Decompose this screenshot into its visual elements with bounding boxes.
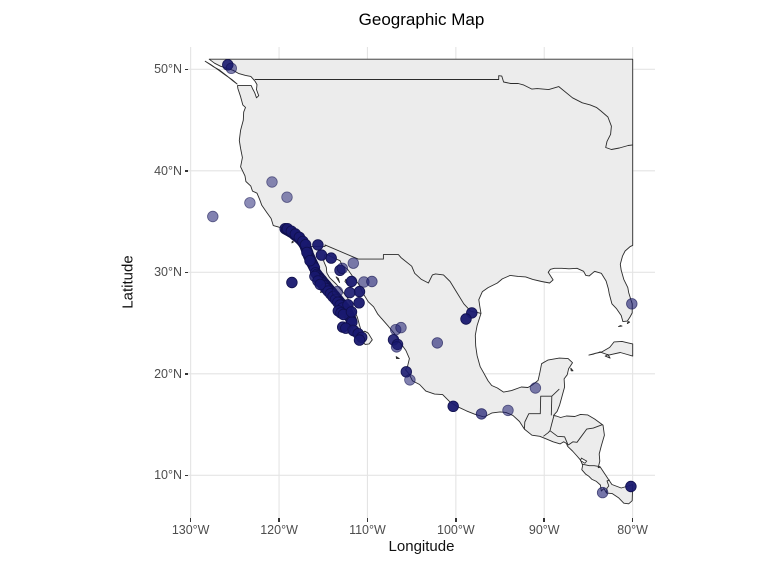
country-border — [551, 388, 560, 397]
country-border — [582, 463, 601, 468]
data-point — [390, 341, 403, 353]
x-tick-label: 80°W — [617, 523, 648, 537]
map-island — [626, 321, 631, 325]
map-island — [291, 240, 295, 244]
x-tick-mark — [631, 518, 634, 522]
data-point — [625, 480, 637, 493]
chart-title: Geographic Map — [358, 10, 485, 29]
data-point — [460, 313, 472, 325]
data-point — [395, 321, 407, 334]
y-tick-label: 50°N — [154, 62, 182, 77]
map-island — [395, 356, 400, 360]
map-island — [335, 276, 341, 283]
data-point — [347, 257, 360, 269]
country-border — [549, 415, 555, 431]
x-tick-label: 130°W — [171, 523, 210, 537]
x-tick-mark — [366, 518, 369, 522]
data-point — [366, 275, 378, 288]
y-tick-mark — [184, 68, 188, 71]
data-point — [353, 334, 366, 346]
country-border — [549, 430, 569, 446]
x-axis-title: Longitude — [388, 538, 455, 555]
y-tick-label: 10°N — [154, 468, 182, 483]
x-tick-label: 90°W — [528, 523, 560, 537]
country-border — [550, 396, 553, 416]
y-tick-label: 40°N — [154, 163, 182, 178]
data-point — [266, 176, 278, 188]
y-tick-label: 20°N — [154, 366, 182, 381]
data-point — [244, 197, 256, 209]
data-point — [312, 239, 324, 251]
data-point — [207, 210, 219, 223]
data-point — [325, 252, 337, 264]
data-point — [475, 408, 488, 420]
data-point — [626, 298, 638, 310]
y-tick-mark — [184, 474, 188, 477]
data-point — [304, 254, 316, 267]
data-point — [502, 404, 514, 417]
data-point — [529, 382, 542, 394]
y-tick-mark — [184, 373, 188, 375]
country-border — [304, 244, 482, 314]
data-point — [286, 276, 298, 289]
y-axis-title: Latitude — [119, 255, 137, 309]
country-border — [567, 424, 603, 446]
map-vancouver-island — [204, 60, 238, 85]
data-point — [596, 486, 609, 499]
y-tick-mark — [184, 170, 188, 172]
data-point — [353, 285, 366, 298]
plot-panel — [188, 47, 655, 518]
data-point — [331, 285, 344, 298]
y-tick-label: 30°N — [154, 265, 182, 280]
x-tick-mark — [543, 518, 546, 522]
data-point — [314, 278, 326, 291]
data-point — [404, 374, 416, 386]
data-point — [345, 275, 358, 288]
map-cuba — [588, 340, 634, 357]
data-point — [353, 297, 365, 309]
map-island — [604, 354, 611, 359]
x-tick-label: 100°W — [437, 523, 475, 537]
data-point — [315, 249, 328, 261]
y-tick-mark — [184, 271, 188, 274]
data-point — [281, 191, 293, 203]
data-point — [225, 62, 238, 74]
map-mainland — [208, 58, 634, 505]
x-tick-mark — [278, 518, 280, 522]
map-island — [570, 367, 574, 372]
x-tick-mark — [455, 518, 457, 522]
data-point — [344, 286, 356, 299]
x-tick-label: 120°W — [260, 523, 298, 537]
country-border — [254, 75, 633, 150]
data-point — [447, 400, 459, 413]
map-canvas — [188, 47, 655, 518]
map-lake — [580, 457, 588, 464]
data-point — [336, 262, 349, 275]
country-border — [543, 430, 551, 437]
x-tick-label: 110°W — [349, 523, 386, 537]
data-point — [345, 306, 358, 318]
x-tick-mark — [189, 518, 192, 522]
data-point — [431, 337, 444, 349]
country-border — [523, 395, 552, 430]
map-island — [618, 325, 623, 328]
